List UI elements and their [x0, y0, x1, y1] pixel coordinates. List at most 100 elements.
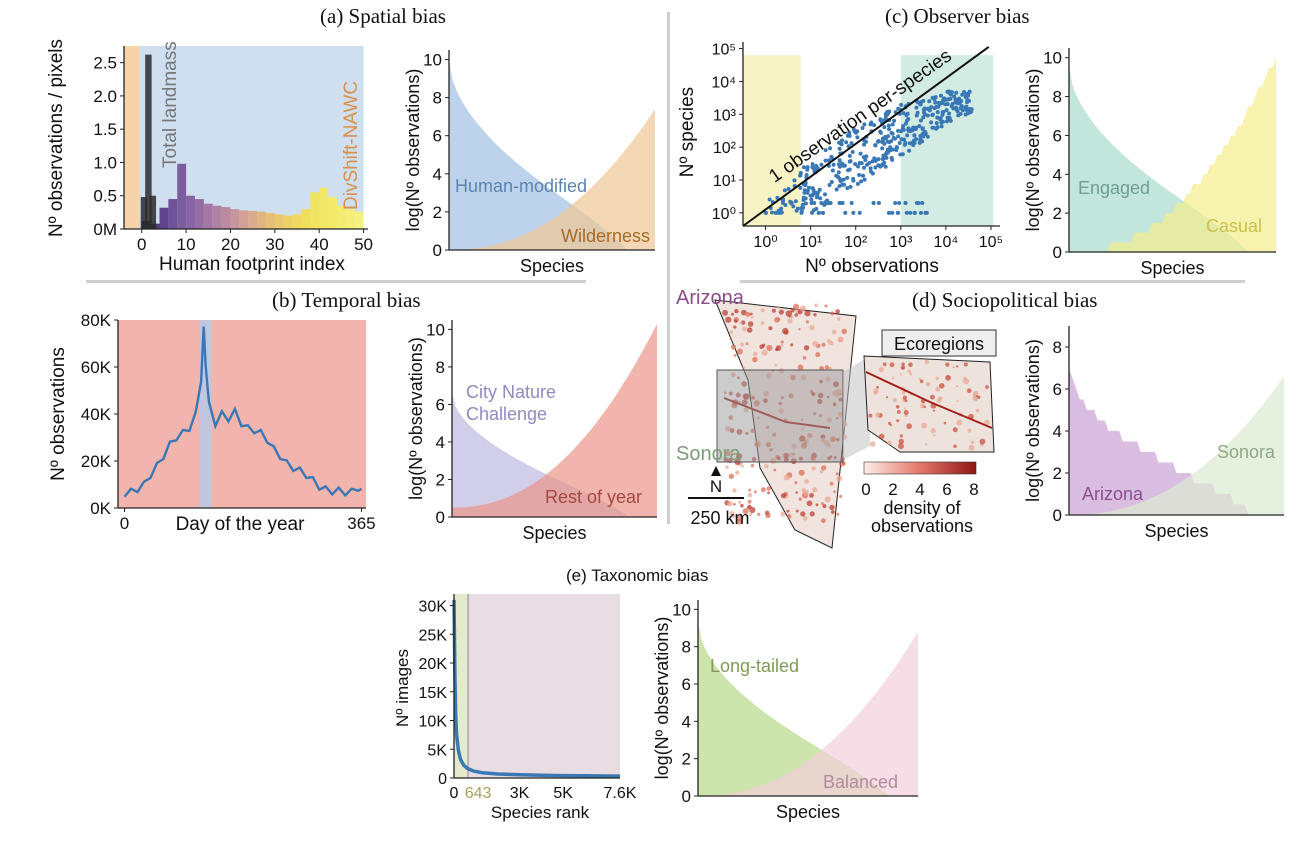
d-map-density-dot [824, 365, 830, 370]
a-hist-xtick-label: 40 [310, 235, 329, 254]
c-scatter-point [815, 193, 820, 198]
d-label-sonora: Sonora [676, 443, 741, 465]
c-scatter-point [855, 129, 860, 134]
e-rank-images-xtick-label: 643 [465, 785, 492, 802]
d-map-density-dot [794, 313, 798, 317]
c-scatter-point [802, 188, 807, 193]
d-map-density-dot [821, 342, 826, 347]
d-inset-density-dot [923, 405, 926, 409]
d-inset-density-dot [878, 366, 884, 373]
c-scatter-point [880, 136, 885, 141]
c-scatter-point [887, 127, 892, 132]
c-scatter-point [885, 147, 890, 152]
b-rank-axes [451, 320, 657, 518]
d-inset-density-dot [966, 388, 972, 394]
a-landmass-bar [145, 54, 152, 229]
b-time-ytick-label: 80K [81, 311, 112, 330]
c-scatter-point [837, 201, 842, 205]
c-scatter-point [896, 106, 901, 111]
d-inset-density-dot [902, 395, 907, 400]
c-scatter-point [880, 157, 885, 162]
c-scatter-point [892, 118, 897, 123]
d-colorbar-tick: 0 [861, 480, 870, 499]
b-time-ytick-label: 20K [81, 452, 112, 471]
d-map-density-dot [787, 318, 793, 324]
c-scatter-point [871, 201, 876, 205]
e-region-1 [468, 594, 620, 778]
d-map-density-dot [792, 303, 800, 310]
c-scatter-point [850, 149, 855, 154]
c-scatter-point [794, 208, 799, 213]
e-rank-ytick-label: 10 [672, 600, 691, 619]
d-map-density-dot [731, 312, 734, 316]
b-time-xlabel: Day of the year [176, 514, 306, 535]
a-hist-bar [177, 163, 187, 229]
d-map-density-dot [725, 316, 732, 323]
d-map-density-dot [750, 463, 755, 468]
d-inset-density-dot [898, 438, 905, 445]
d-map-density-dot [733, 353, 737, 357]
d-map-density-dot [771, 308, 776, 313]
c-scatter-point [851, 127, 856, 132]
d-map-density-dot [797, 364, 804, 371]
e-rank-images-ytick-label: 5K [427, 742, 447, 759]
d-map-density-dot [809, 325, 815, 331]
c-scatter-point [810, 193, 815, 198]
c-scatter-point [864, 154, 869, 159]
d-map-density-dot [780, 340, 784, 344]
d-inset-label: Ecoregions [894, 334, 984, 354]
c-scatter-point [889, 155, 894, 160]
d-inset-density-dot [882, 362, 887, 367]
c-scatter-point [836, 170, 841, 175]
a-hist-bar [239, 210, 249, 229]
c-scatter-point [815, 166, 820, 171]
c-scatter-point [960, 92, 965, 97]
d-map-density-dot [741, 464, 744, 468]
c-scatter-point [915, 110, 920, 115]
a-hist-bar [328, 197, 337, 229]
d-inset-density-dot [903, 410, 909, 415]
c-scatter-point [849, 141, 854, 146]
d-map-inset [863, 355, 995, 453]
c-scatter-point [912, 210, 917, 215]
c-scatter-point [929, 120, 934, 125]
c-rank-area-1 [1069, 57, 1276, 253]
d-map-density-dot [742, 326, 747, 332]
d-map-density-dot [803, 345, 810, 351]
a-rank-area-0 [449, 59, 655, 250]
d-label-arizona: Arizona [676, 287, 745, 309]
b-rank-area-0 [452, 393, 657, 517]
a-hist-bar [168, 199, 178, 229]
d-rank-series-label: Sonora [1217, 442, 1276, 462]
a-hist-bar [354, 211, 364, 229]
c-scatter-point [893, 201, 898, 205]
title-e: (e) Taxonomic bias [566, 566, 709, 585]
a-landmass-bar [140, 197, 148, 229]
d-inset-density-dot [963, 376, 967, 380]
d-inset-density-dot [885, 396, 889, 399]
b-rank-ytick-label: 2 [436, 470, 445, 489]
d-rank-ylabel: log(Nº observations) [1023, 339, 1043, 502]
d-map-density-dot [777, 305, 780, 309]
c-scatter-point [930, 112, 935, 117]
c-scatter-point [952, 94, 957, 99]
d-map-density-dot [822, 504, 827, 509]
c-scatter-ytick-label: 10¹ [713, 173, 736, 190]
c-scatter-point [873, 143, 878, 148]
a-hist-bar [274, 214, 284, 229]
d-map-density-dot [839, 494, 843, 498]
d-map-density-dot [747, 499, 752, 504]
c-rank-ylabel: log(Nº observations) [1023, 69, 1043, 232]
c-scatter-point [810, 165, 815, 170]
e-rank-images-ytick-label: 10K [419, 714, 448, 731]
c-scatter-point [859, 179, 864, 184]
b-rank-ylabel: log(Nº observations) [406, 337, 426, 500]
d-map-density-dot [766, 486, 771, 491]
d-colorbar-tick: 6 [942, 480, 951, 499]
d-map-density-dot [795, 491, 798, 494]
c-scatter-point [816, 210, 821, 215]
d-map-density-dot [759, 344, 764, 350]
c-scatter-point [930, 125, 935, 130]
c-scatter-point [862, 122, 867, 127]
c-scatter-point [892, 136, 897, 141]
